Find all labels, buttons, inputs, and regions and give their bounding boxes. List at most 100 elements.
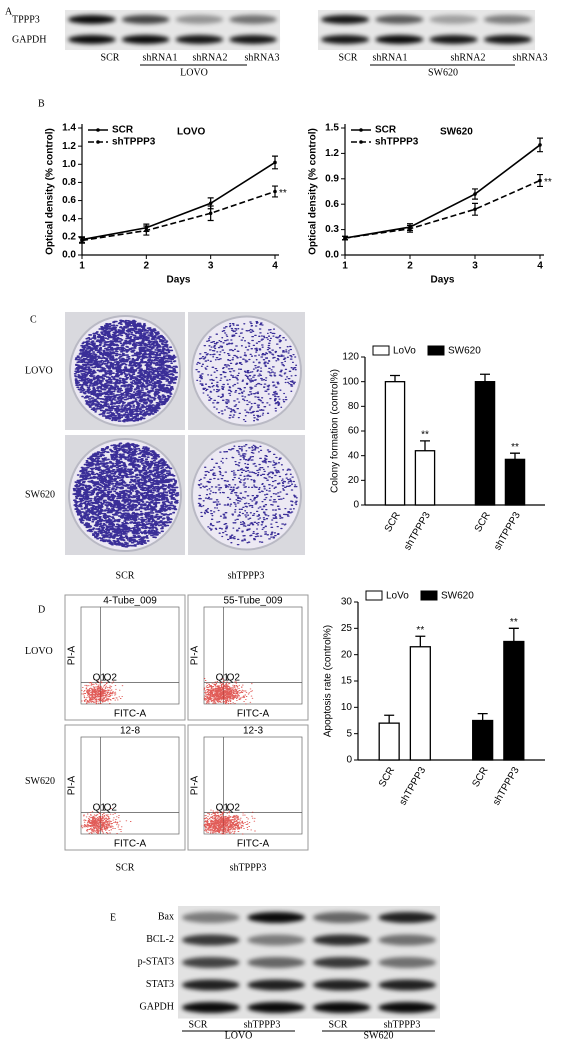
row-label: SW620: [25, 489, 55, 500]
gate-label: Q2: [227, 802, 241, 813]
legend-label: LoVo: [393, 346, 416, 357]
blot-band: [121, 15, 170, 24]
row-label: LOVO: [25, 646, 53, 657]
group-label: SW620: [364, 1030, 394, 1041]
blot-band: [378, 912, 436, 923]
series-line: [344, 179, 541, 239]
blot-band: [313, 1002, 371, 1013]
blot-band: [321, 15, 370, 24]
legend-marker: [359, 128, 363, 132]
gate-label: Q1: [93, 672, 107, 683]
blot-band: [229, 15, 277, 24]
lane-label: shRNA2: [450, 52, 485, 63]
bar: [414, 450, 436, 506]
point: [273, 160, 277, 165]
legend-label: shTPPP3: [375, 137, 419, 148]
error-bar: [477, 713, 488, 721]
plot-area: [203, 606, 303, 705]
y-tick-label: 0.9: [325, 173, 339, 184]
x-axis-label: Days: [431, 275, 455, 286]
legend-label: shTPPP3: [112, 137, 156, 148]
colonies: [73, 319, 179, 423]
blot-band: [313, 979, 371, 991]
group-label: LOVO: [180, 67, 208, 78]
blot-band: [247, 934, 305, 946]
column-label: SCR: [116, 862, 135, 873]
y-tick-label: 0.6: [62, 195, 76, 206]
row-label: SW620: [25, 776, 55, 787]
lane-label: SCR: [189, 1019, 208, 1030]
annotation: **: [511, 442, 519, 453]
bar: [409, 646, 431, 761]
plot-title: 12-3: [243, 726, 263, 737]
annotation: **: [510, 617, 518, 628]
x-axis-label: FITC-A: [114, 839, 147, 850]
point: [343, 236, 347, 240]
y-axis-label: Optical density (% control): [45, 128, 56, 255]
dish: [191, 439, 302, 551]
blot-band: [321, 35, 370, 44]
lane-label: shRNA1: [372, 52, 407, 63]
bar: [378, 722, 400, 761]
gate-label: Q1: [93, 802, 107, 813]
y-axis-label: Colony formation (control%): [330, 369, 341, 493]
lane-label: SCR: [329, 1019, 348, 1030]
y-tick-label: 0.0: [62, 250, 76, 261]
bar: [472, 719, 494, 761]
blot-band: [121, 35, 170, 44]
point: [208, 211, 213, 216]
y-tick-label: 40: [348, 450, 360, 461]
point: [80, 238, 84, 243]
y-tick-label: 30: [341, 597, 353, 608]
flow-plot: [187, 594, 309, 721]
plot-title: 55-Tube_009: [223, 596, 283, 607]
blot-band: [247, 979, 305, 991]
legend-swatch: [420, 590, 438, 601]
gate-label: Q2: [104, 802, 118, 813]
blot-band: [182, 1002, 240, 1013]
x-axis-label: FITC-A: [237, 839, 270, 850]
annotation: **: [421, 430, 429, 441]
blot-band: [247, 1002, 305, 1013]
bar: [504, 458, 526, 506]
blot-band: [182, 934, 240, 946]
column-label: SCR: [116, 570, 135, 581]
chart-title: LOVO: [177, 127, 206, 138]
blot-band: [175, 15, 224, 24]
y-tick-label: 0: [346, 755, 352, 766]
legend-label: SCR: [112, 125, 134, 136]
column-label: shTPPP3: [228, 570, 265, 581]
dish: [191, 315, 302, 427]
y-tick-label: 0.6: [325, 199, 339, 210]
lane-label: shRNA1: [142, 52, 177, 63]
colonies: [72, 442, 180, 548]
y-tick-label: 1.2: [62, 141, 76, 152]
blot-band: [483, 35, 532, 44]
blot-band: [375, 15, 424, 24]
row-label: p-STAT3: [138, 956, 174, 967]
lane-label: shTPPP3: [384, 1019, 421, 1030]
y-tick-label: 120: [342, 352, 359, 363]
y-axis-label: PI-A: [190, 645, 201, 665]
plot-title: 12-8: [120, 726, 140, 737]
group-label: LOVO: [225, 1030, 253, 1041]
lane-label: SCR: [339, 52, 358, 63]
bar: [474, 381, 496, 506]
flow-plot: [64, 724, 186, 851]
point: [473, 207, 477, 212]
point: [473, 192, 477, 196]
blot-band: [313, 957, 371, 968]
events: [203, 678, 254, 705]
point: [538, 178, 542, 183]
point: [208, 201, 213, 206]
y-tick-label: 100: [342, 376, 359, 387]
blot-band: [429, 15, 478, 24]
panel-label: B: [38, 98, 45, 109]
gate-label: Q2: [227, 672, 241, 683]
y-axis-label: Apoptosis rate (control%): [323, 625, 334, 737]
point: [538, 143, 542, 147]
y-tick-label: 15: [341, 676, 353, 687]
blot-band: [247, 957, 305, 968]
plot-title: 4-Tube_009: [103, 596, 157, 607]
